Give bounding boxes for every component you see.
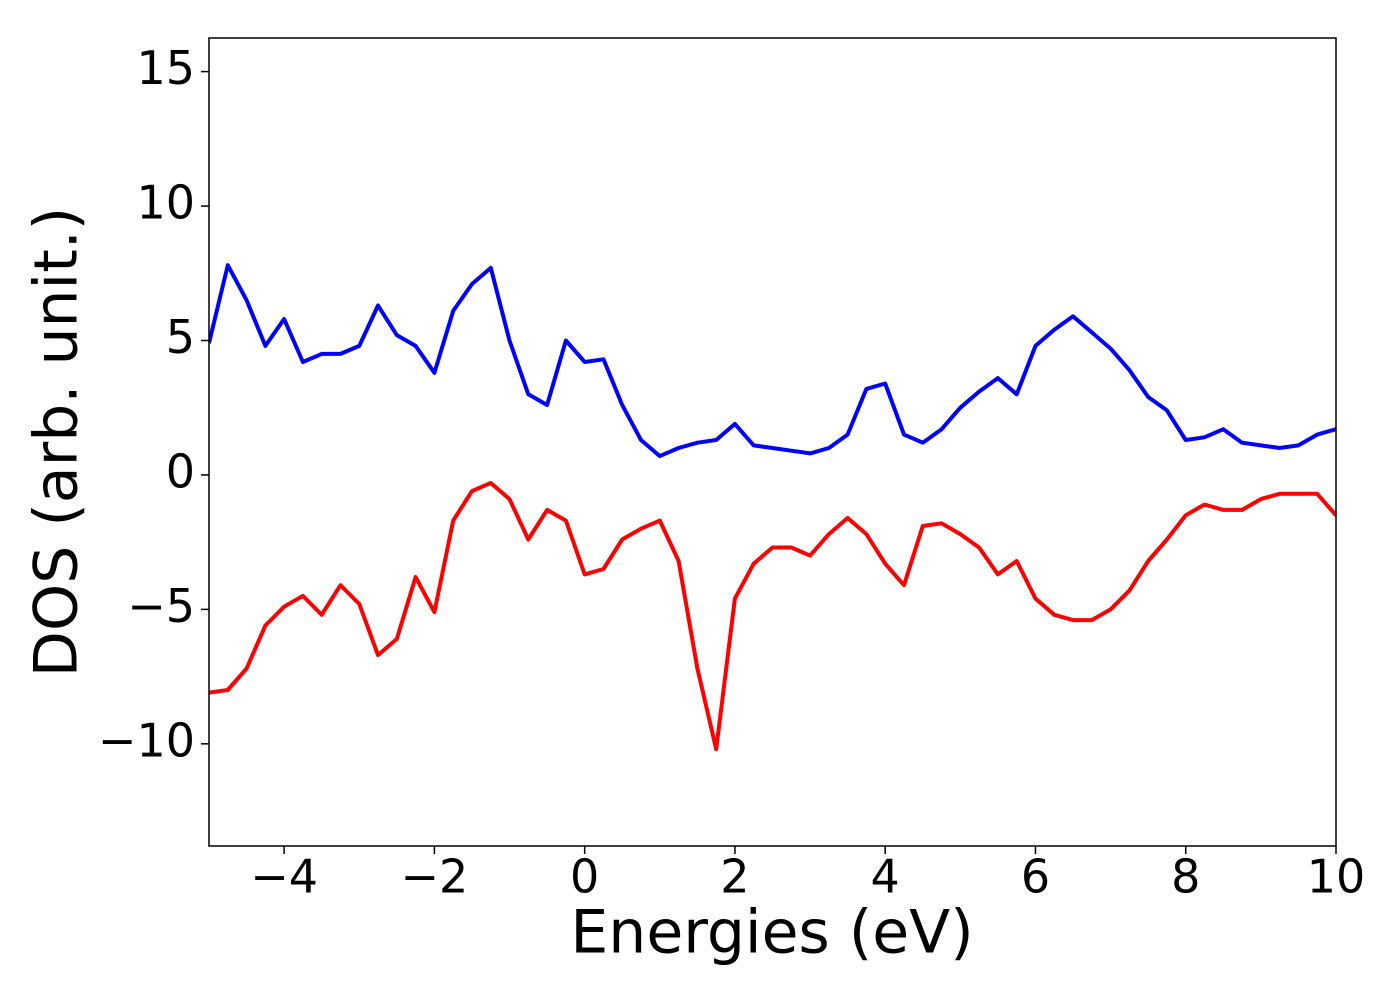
x-tick-label: 2: [720, 850, 749, 904]
x-tick-label: 0: [570, 850, 599, 904]
x-tick-label: 10: [1307, 850, 1366, 904]
y-axis-label: DOS (arb. unit.): [22, 207, 92, 677]
series-line: [209, 263, 1336, 459]
y-tick-label: 10: [136, 176, 195, 230]
x-tick-label: 4: [871, 850, 900, 904]
y-tick-label: −5: [127, 579, 195, 633]
y-tick-label: 15: [136, 41, 195, 95]
x-tick-label: −4: [250, 850, 318, 904]
x-tick-label: 8: [1171, 850, 1200, 904]
x-tick-label: −2: [400, 850, 468, 904]
series-line: [209, 481, 1336, 752]
y-tick-label: 0: [166, 444, 195, 498]
x-tick-label: 6: [1021, 850, 1050, 904]
y-tick-label: −10: [98, 713, 195, 767]
plot-frame: [208, 37, 1337, 847]
x-axis-label: Energies (eV): [570, 898, 973, 968]
y-tick-label: 5: [166, 310, 195, 364]
